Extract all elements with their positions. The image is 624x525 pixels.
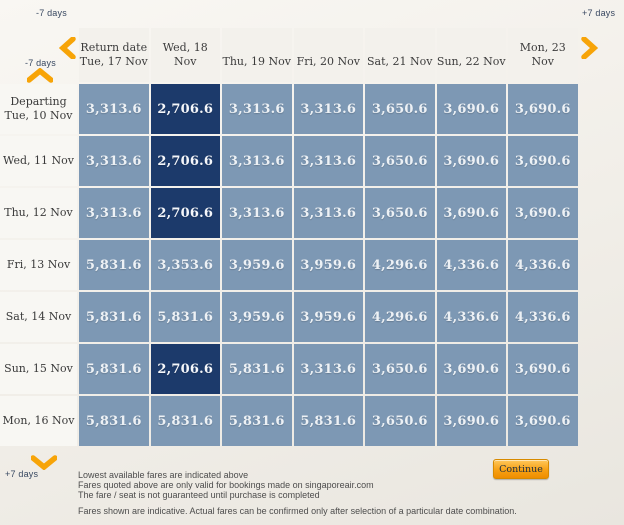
fare-cell[interactable]: 2,706.6: [150, 136, 220, 186]
fare-cell[interactable]: 3,959.6: [293, 292, 363, 342]
prev-7-days-rows-label: -7 days: [25, 58, 56, 68]
departure-date-label: Thu, 12 Nov: [0, 188, 77, 238]
fare-cell[interactable]: 3,650.6: [365, 136, 435, 186]
fare-cell[interactable]: 3,313.6: [79, 188, 149, 238]
fare-cell[interactable]: 3,690.6: [508, 344, 578, 394]
grid-corner: [0, 28, 77, 82]
next-7-days-rows-label: +7 days: [5, 469, 39, 479]
fare-cell[interactable]: 2,706.6: [150, 188, 220, 238]
fare-cell[interactable]: 5,831.6: [293, 396, 363, 446]
fare-cell[interactable]: 3,313.6: [222, 136, 292, 186]
departure-date-label: Mon, 16 Nov: [0, 396, 77, 446]
next-return-dates-chevron-icon[interactable]: [581, 37, 598, 59]
note-line: Lowest available fares are indicated abo…: [78, 470, 249, 480]
fare-cell[interactable]: 3,690.6: [508, 84, 578, 134]
fare-cell[interactable]: 3,313.6: [79, 84, 149, 134]
fare-cell[interactable]: 4,336.6: [508, 240, 578, 290]
fare-cell[interactable]: 5,831.6: [79, 240, 149, 290]
fare-cell[interactable]: 3,650.6: [365, 396, 435, 446]
fare-cell[interactable]: 3,650.6: [365, 84, 435, 134]
fare-cell[interactable]: 2,706.6: [150, 344, 220, 394]
prev-departure-dates-chevron-icon[interactable]: [27, 68, 53, 83]
return-date-header: Wed, 18 Nov: [150, 28, 220, 82]
prev-7-days-columns-label: -7 days: [36, 8, 67, 18]
fare-cell[interactable]: 3,313.6: [222, 188, 292, 238]
fare-cell[interactable]: 3,690.6: [436, 136, 506, 186]
next-7-days-columns-label: +7 days: [582, 8, 616, 18]
fare-cell[interactable]: 5,831.6: [79, 344, 149, 394]
fare-cell[interactable]: 3,690.6: [508, 396, 578, 446]
fare-cell[interactable]: 4,296.6: [365, 240, 435, 290]
fare-cell[interactable]: 3,690.6: [436, 396, 506, 446]
fare-cell[interactable]: 3,959.6: [222, 292, 292, 342]
fare-grid: Return date Tue, 17 Nov Wed, 18 Nov Thu, 19…: [0, 28, 578, 446]
fare-cell[interactable]: 3,690.6: [436, 188, 506, 238]
fare-cell[interactable]: 4,336.6: [508, 292, 578, 342]
fare-cell[interactable]: 4,296.6: [365, 292, 435, 342]
fare-cell[interactable]: 3,313.6: [293, 344, 363, 394]
departure-date-label: Sun, 15 Nov: [0, 344, 77, 394]
fare-cell[interactable]: 5,831.6: [79, 292, 149, 342]
fare-cell[interactable]: 3,313.6: [222, 84, 292, 134]
fare-cell[interactable]: 4,336.6: [436, 292, 506, 342]
fare-cell[interactable]: 3,313.6: [293, 136, 363, 186]
fare-cell[interactable]: 4,336.6: [436, 240, 506, 290]
fare-disclaimer: Fares shown are indicative. Actual fares…: [78, 506, 517, 516]
fare-cell[interactable]: 5,831.6: [222, 344, 292, 394]
fare-cell[interactable]: 3,959.6: [222, 240, 292, 290]
fare-notes: Lowest available fares are indicated abo…: [78, 470, 498, 500]
fare-cell[interactable]: 3,690.6: [508, 188, 578, 238]
prev-return-dates-chevron-icon[interactable]: [59, 37, 76, 59]
departure-date-label: Wed, 11 Nov: [0, 136, 77, 186]
fare-cell[interactable]: 3,959.6: [293, 240, 363, 290]
continue-button[interactable]: Continue: [493, 459, 549, 479]
departure-date-label: Fri, 13 Nov: [0, 240, 77, 290]
fare-cell[interactable]: 3,313.6: [293, 188, 363, 238]
fare-cell[interactable]: 5,831.6: [79, 396, 149, 446]
next-departure-dates-chevron-icon[interactable]: [31, 455, 57, 470]
fare-cell[interactable]: 3,690.6: [436, 84, 506, 134]
return-date-header: Thu, 19 Nov: [222, 28, 292, 82]
return-date-header: Fri, 20 Nov: [293, 28, 363, 82]
return-date-header: Sat, 21 Nov: [365, 28, 435, 82]
fare-cell[interactable]: 3,313.6: [293, 84, 363, 134]
departure-date-label: Departing Tue, 10 Nov: [0, 84, 77, 134]
note-line: Fares quoted above are only valid for bo…: [78, 480, 374, 490]
fare-cell[interactable]: 3,353.6: [150, 240, 220, 290]
return-date-header: Sun, 22 Nov: [436, 28, 506, 82]
fare-cell[interactable]: 3,650.6: [365, 344, 435, 394]
return-date-header: Return date Tue, 17 Nov: [79, 28, 149, 82]
note-line: The fare / seat is not guaranteed until …: [78, 490, 320, 500]
fare-cell[interactable]: 3,313.6: [79, 136, 149, 186]
fare-cell[interactable]: 3,690.6: [508, 136, 578, 186]
return-date-header: Mon, 23 Nov: [508, 28, 578, 82]
fare-cell[interactable]: 5,831.6: [150, 292, 220, 342]
fare-cell[interactable]: 2,706.6: [150, 84, 220, 134]
fare-cell[interactable]: 3,650.6: [365, 188, 435, 238]
departure-date-label: Sat, 14 Nov: [0, 292, 77, 342]
fare-cell[interactable]: 5,831.6: [150, 396, 220, 446]
fare-cell[interactable]: 3,690.6: [436, 344, 506, 394]
fare-cell[interactable]: 5,831.6: [222, 396, 292, 446]
